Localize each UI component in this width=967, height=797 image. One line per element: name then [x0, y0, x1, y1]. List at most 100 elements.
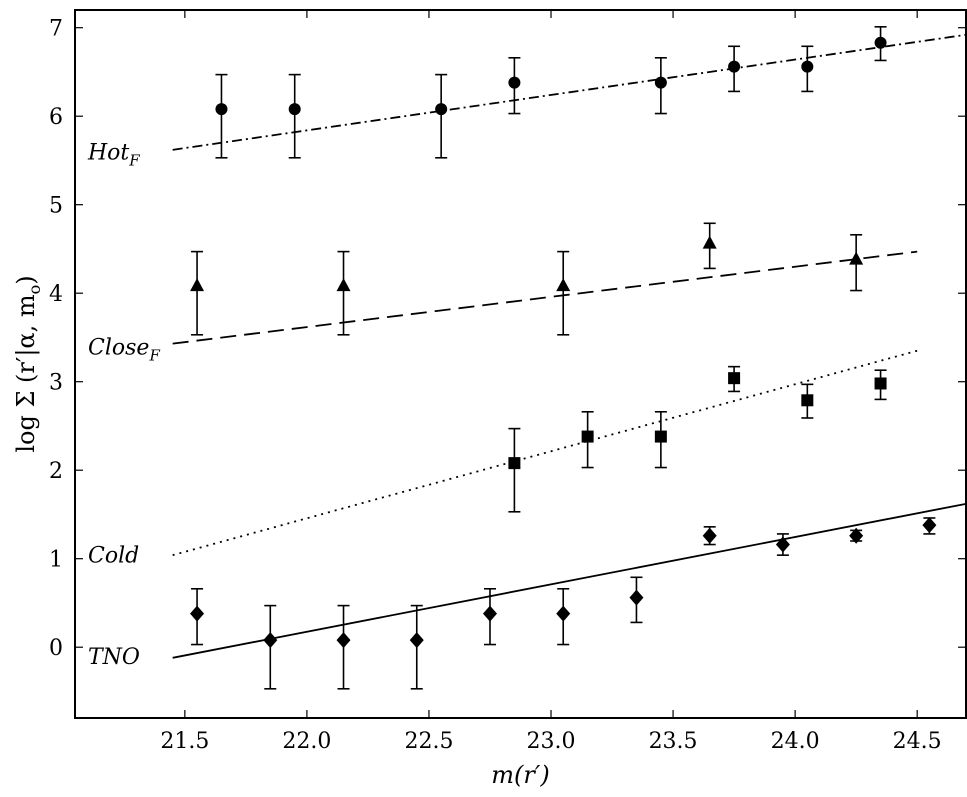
- series-label-main: Hot: [87, 141, 129, 166]
- series-label-main: TNO: [88, 645, 140, 670]
- marker-triangle: [336, 278, 351, 292]
- x-tick-label: 24.5: [893, 729, 942, 754]
- marker-circle: [654, 76, 667, 89]
- marker-circle: [215, 103, 228, 116]
- fit-line: [172, 349, 918, 557]
- data-point: [775, 533, 790, 556]
- data-point: [508, 56, 521, 115]
- data-point: [922, 517, 937, 535]
- x-tick-label: 23.5: [649, 729, 698, 754]
- data-point: [409, 604, 424, 690]
- x-axis: 21.5 22.0 22.5 23.0 23.5 24.0 24.5: [160, 10, 942, 754]
- marker-diamond: [556, 605, 571, 622]
- marker-diamond: [336, 632, 351, 649]
- marker-diamond: [263, 632, 278, 649]
- fit-line: [172, 250, 918, 345]
- marker-diamond: [482, 605, 497, 622]
- marker-square: [874, 377, 887, 390]
- data-point: [556, 250, 571, 336]
- x-tick-label: 21.5: [160, 729, 209, 754]
- marker-circle: [728, 60, 741, 73]
- x-tick-label: 22.5: [404, 729, 453, 754]
- y-axis-label-subscript: o: [25, 285, 44, 295]
- marker-square: [728, 372, 741, 385]
- y-axis-label-close: ): [12, 275, 40, 284]
- y-tick-label: 5: [49, 194, 63, 219]
- series-label: Cold: [88, 543, 139, 568]
- marker-diamond: [409, 632, 424, 649]
- data-point: [508, 427, 521, 513]
- marker-square: [654, 430, 667, 443]
- series-label: CloseF: [88, 335, 160, 364]
- data-point: [728, 365, 741, 393]
- data-point: [728, 45, 741, 93]
- y-tick-label: 2: [49, 459, 63, 484]
- marker-diamond: [629, 589, 644, 606]
- y-tick-label: 4: [49, 282, 63, 307]
- data-point: [556, 587, 571, 646]
- marker-triangle: [849, 251, 864, 265]
- marker-triangle: [190, 278, 205, 292]
- data-point: [190, 587, 205, 646]
- data-point: [336, 250, 351, 336]
- marker-square: [581, 430, 594, 443]
- y-tick-label: 0: [49, 636, 63, 661]
- data-point: [581, 410, 594, 469]
- data-point: [654, 56, 667, 115]
- data-point: [654, 410, 667, 469]
- marker-square: [801, 394, 814, 407]
- marker-triangle: [702, 235, 717, 249]
- data-point: [263, 604, 278, 690]
- series-cold: Cold: [88, 349, 918, 568]
- marker-circle: [508, 76, 521, 89]
- x-tick-label: 23.0: [527, 729, 576, 754]
- data-point: [288, 73, 301, 159]
- marker-circle: [874, 36, 887, 49]
- y-tick-label: 3: [49, 371, 63, 396]
- series-label-main: Cold: [88, 543, 139, 568]
- data-point: [215, 73, 228, 159]
- series-close: CloseF: [88, 222, 918, 364]
- marker-circle: [288, 103, 301, 116]
- y-axis: 0 1 2 3 4 5 6 7: [49, 17, 966, 661]
- marker-triangle: [556, 278, 571, 292]
- series-hot: HotF: [87, 26, 967, 170]
- data-point: [801, 45, 814, 93]
- x-tick-label: 22.0: [282, 729, 331, 754]
- marker-diamond: [775, 536, 790, 553]
- series-label-subscript: F: [128, 152, 140, 170]
- x-axis-label: m(r′): [491, 761, 549, 789]
- marker-square: [508, 457, 521, 470]
- y-axis-label: log Σ (r′|α, mo): [12, 275, 44, 452]
- y-tick-label: 6: [49, 105, 63, 130]
- data-point: [629, 576, 644, 624]
- series-label-subscript: F: [148, 346, 160, 364]
- data-point: [702, 222, 717, 270]
- data-point: [435, 73, 448, 159]
- marker-circle: [435, 103, 448, 116]
- data-point: [190, 250, 205, 336]
- series-label: TNO: [88, 645, 140, 670]
- data-point: [702, 526, 717, 546]
- data-point: [336, 604, 351, 690]
- data-point: [849, 527, 864, 544]
- series-label: HotF: [87, 141, 140, 170]
- data-point: [801, 383, 814, 419]
- data-point: [874, 369, 887, 401]
- marker-circle: [801, 60, 814, 73]
- marker-diamond: [190, 605, 205, 622]
- marker-diamond: [702, 527, 717, 544]
- y-tick-label: 1: [49, 548, 63, 573]
- fit-line: [172, 33, 967, 151]
- series-label-main: Close: [88, 335, 149, 360]
- data-point: [849, 233, 864, 292]
- marker-diamond: [922, 517, 937, 534]
- data-point: [874, 26, 887, 62]
- plot-frame: [74, 9, 967, 719]
- marker-diamond: [849, 527, 864, 544]
- fit-line: [172, 502, 967, 659]
- series-tno: TNO: [88, 502, 967, 690]
- y-axis-label-main: log Σ (r′|α, m: [12, 294, 41, 453]
- x-tick-label: 24.0: [771, 729, 820, 754]
